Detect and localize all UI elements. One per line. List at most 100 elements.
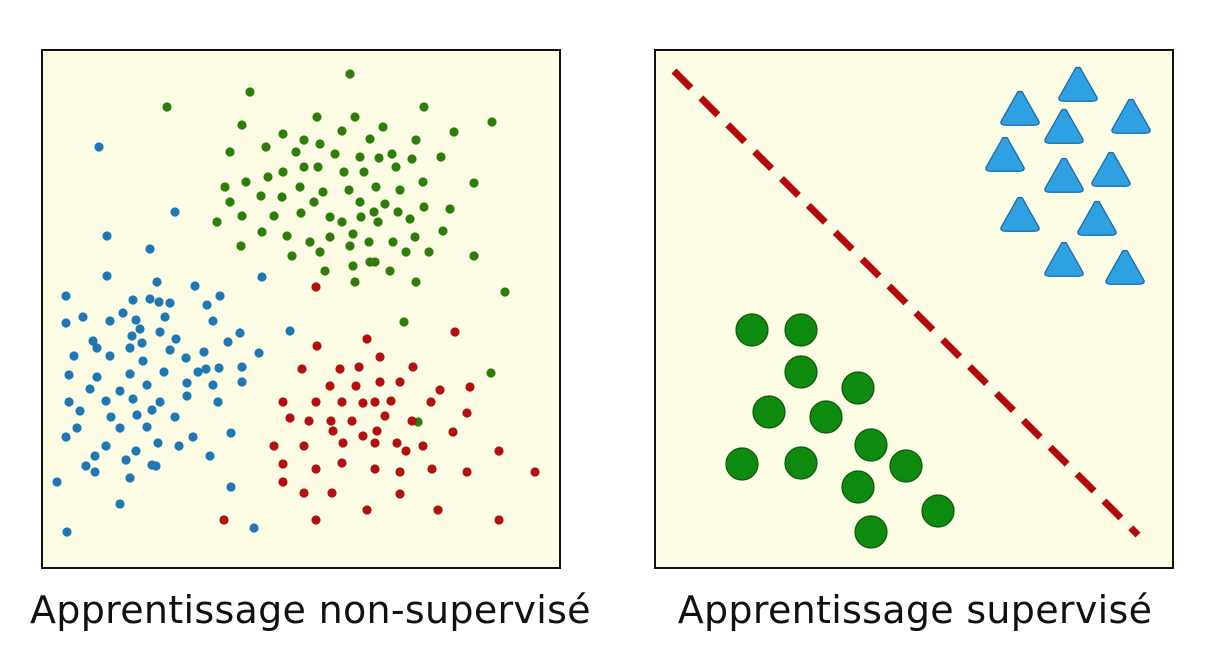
point-green xyxy=(445,204,455,214)
point-blue xyxy=(102,231,112,241)
point-blue xyxy=(215,291,225,301)
point-blue xyxy=(254,348,264,358)
class-circle xyxy=(854,515,888,549)
point-green xyxy=(419,102,429,112)
point-blue xyxy=(208,316,218,326)
point-green xyxy=(418,177,428,187)
point-red xyxy=(408,362,418,372)
point-green xyxy=(237,211,247,221)
point-green xyxy=(315,139,325,149)
point-green xyxy=(269,211,279,221)
point-green xyxy=(364,237,374,247)
point-blue xyxy=(285,326,295,336)
point-green xyxy=(345,69,355,79)
point-blue xyxy=(105,351,115,361)
point-green xyxy=(385,266,395,276)
point-blue xyxy=(190,281,200,291)
point-blue xyxy=(102,271,112,281)
class-circle xyxy=(921,494,955,528)
point-green xyxy=(373,217,383,227)
point-blue xyxy=(147,405,157,415)
point-green xyxy=(436,152,446,162)
point-red xyxy=(433,505,443,515)
point-green xyxy=(365,134,375,144)
point-red xyxy=(326,416,336,426)
point-red xyxy=(358,398,368,408)
point-green xyxy=(337,126,347,136)
point-blue xyxy=(92,372,102,382)
point-blue xyxy=(213,397,223,407)
point-green xyxy=(318,187,328,197)
point-blue xyxy=(94,142,104,152)
point-blue xyxy=(153,438,163,448)
decision-boundary-line xyxy=(671,68,1141,538)
point-red xyxy=(462,467,472,477)
point-green xyxy=(348,261,358,271)
point-red xyxy=(418,441,428,451)
point-blue xyxy=(106,412,116,422)
class-circle xyxy=(735,313,769,347)
point-blue xyxy=(61,432,71,442)
point-red xyxy=(299,488,309,498)
point-red xyxy=(370,438,380,448)
point-green xyxy=(337,217,347,227)
point-red xyxy=(311,282,321,292)
point-green xyxy=(325,232,335,242)
point-blue xyxy=(125,369,135,379)
point-green xyxy=(487,117,497,127)
point-blue xyxy=(171,334,181,344)
point-red xyxy=(386,396,396,406)
point-blue xyxy=(145,294,155,304)
point-red xyxy=(494,446,504,456)
point-blue xyxy=(115,423,125,433)
point-blue xyxy=(137,338,147,348)
point-green xyxy=(236,241,246,251)
point-blue xyxy=(154,297,164,307)
point-blue xyxy=(101,396,111,406)
point-blue xyxy=(75,406,85,416)
point-green xyxy=(212,217,222,227)
point-green xyxy=(256,191,266,201)
point-green xyxy=(359,167,369,177)
point-blue xyxy=(181,353,191,363)
point-blue xyxy=(69,351,79,361)
point-red xyxy=(327,488,337,498)
point-green xyxy=(355,152,365,162)
point-blue xyxy=(105,316,115,326)
point-blue xyxy=(115,499,125,509)
unsupervised-panel xyxy=(41,49,561,569)
point-blue xyxy=(62,527,72,537)
point-blue xyxy=(128,394,138,404)
point-red xyxy=(335,364,345,374)
point-blue xyxy=(160,312,170,322)
class-triangle xyxy=(1044,108,1084,144)
point-blue xyxy=(193,367,203,377)
point-blue xyxy=(115,386,125,396)
point-blue xyxy=(118,308,128,318)
point-green xyxy=(287,251,297,261)
point-red xyxy=(351,381,361,391)
class-triangle xyxy=(1044,241,1084,277)
point-red xyxy=(494,515,504,525)
point-red xyxy=(311,515,321,525)
point-blue xyxy=(170,207,180,217)
point-green xyxy=(395,185,405,195)
point-green xyxy=(350,112,360,122)
point-blue xyxy=(159,367,169,377)
point-green xyxy=(407,154,417,164)
class-circle xyxy=(752,395,786,429)
point-red xyxy=(370,397,380,407)
point-red xyxy=(328,426,338,436)
supervised-shapes xyxy=(671,66,1151,549)
point-green xyxy=(225,147,235,157)
point-red xyxy=(427,464,437,474)
point-blue xyxy=(131,446,141,456)
point-green xyxy=(369,207,379,217)
point-blue xyxy=(142,422,152,432)
point-red xyxy=(354,362,364,372)
point-red xyxy=(278,459,288,469)
point-blue xyxy=(92,343,102,353)
class-circle xyxy=(784,355,818,389)
unsupervised-caption: Apprentissage non-supervisé xyxy=(30,588,591,632)
